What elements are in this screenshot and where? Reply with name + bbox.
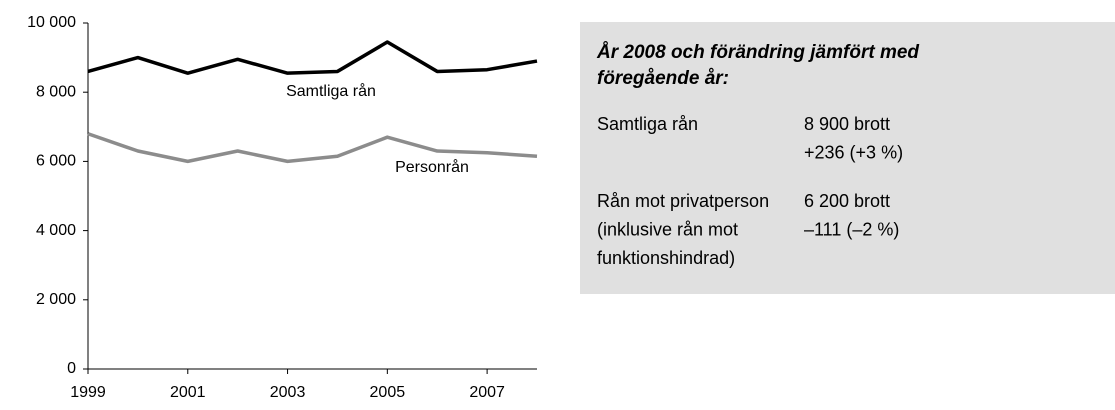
series-line (87, 132, 538, 164)
info-panel (580, 22, 1115, 294)
panel-row-label: Samtliga rån (597, 114, 698, 134)
series-line (87, 40, 538, 75)
y-tick-label: 10 000 (27, 14, 76, 31)
x-tick-label: 2003 (270, 384, 306, 401)
panel-row-value: +236 (+3 %) (804, 142, 903, 162)
x-tick-label: 2005 (370, 384, 406, 401)
y-tick-label: 8 000 (36, 83, 76, 100)
panel-row-value: 8 900 brott (804, 114, 890, 134)
x-tick-label: 2007 (469, 384, 505, 401)
x-tick-label: 2001 (170, 384, 206, 401)
y-tick-label: 0 (67, 360, 76, 377)
panel-row-value: –111 (–2 %) (804, 219, 899, 239)
panel-title: År 2008 och förändring jämfört med (596, 42, 919, 63)
panel-row-label: funktionshindrad) (597, 248, 735, 268)
panel-row-value: 6 200 brott (804, 191, 890, 211)
x-tick-label: 1999 (70, 384, 106, 401)
panel-row-label: Rån mot privatperson (597, 191, 769, 211)
panel-row-label: (inklusive rån mot (597, 219, 738, 239)
y-tick-label: 2 000 (36, 291, 76, 308)
y-tick-label: 4 000 (36, 222, 76, 239)
panel-title: föregående år: (597, 68, 729, 89)
y-tick-label: 6 000 (36, 153, 76, 170)
series-label: Personrån (395, 158, 469, 176)
series-label: Samtliga rån (286, 82, 376, 100)
